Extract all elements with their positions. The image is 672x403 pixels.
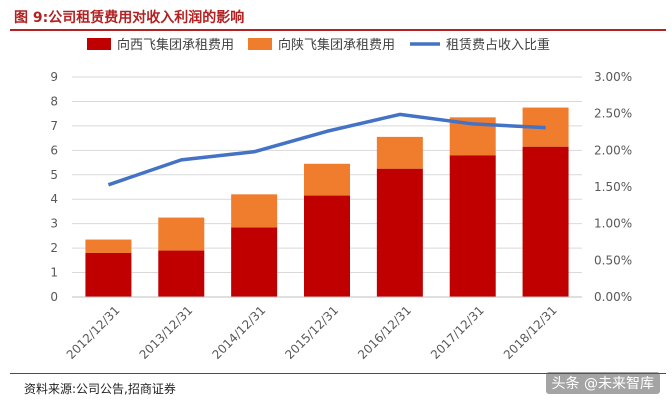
title-rule xyxy=(10,29,666,31)
bar-xifei xyxy=(304,195,350,297)
x-tick-label: 2016/12/31 xyxy=(355,303,414,362)
ratio-line xyxy=(107,112,546,187)
bar-shaanfei xyxy=(231,194,278,228)
legend-label: 向西飞集团承租费用 xyxy=(117,37,234,53)
x-tick-label: 2015/12/31 xyxy=(282,303,341,362)
bar-shaanfei xyxy=(376,136,423,169)
bar-xifei xyxy=(85,253,132,297)
bar-shaanfei xyxy=(158,217,205,251)
bar-xifei xyxy=(231,227,278,297)
y2-tick-label: 2.50% xyxy=(594,107,632,121)
legend-swatch xyxy=(248,38,272,50)
bar-shaanfei xyxy=(85,239,132,253)
y-tick-label: 9 xyxy=(50,70,58,84)
y-tick-label: 1 xyxy=(50,266,58,280)
y2-tick-label: 0.50% xyxy=(594,253,632,267)
bar-xifei xyxy=(158,250,205,297)
legend: 向西飞集团承租费用 向陕飞集团承租费用 租赁费占收入比重 xyxy=(87,37,550,53)
bar-xifei xyxy=(449,155,496,297)
y-tick-label: 6 xyxy=(50,143,58,157)
x-tick-label: 2014/12/31 xyxy=(209,303,268,362)
y-tick-label: 2 xyxy=(50,241,58,255)
bars xyxy=(85,107,569,297)
x-tick-label: 2017/12/31 xyxy=(428,303,487,362)
y2-tick-label: 2.00% xyxy=(594,143,632,157)
legend-swatch xyxy=(87,38,111,50)
footer-rule xyxy=(10,373,666,374)
watermark: 头条 @未来智库 xyxy=(545,372,660,394)
y-axis-right: 0.00% 0.50% 1.00% 1.50% 2.00% 2.50% 3.00% xyxy=(594,70,632,304)
x-tick-label: 2018/12/31 xyxy=(501,303,560,362)
x-axis: 2012/12/31 2013/12/31 2014/12/31 2015/12/31… xyxy=(64,296,582,362)
legend-label: 向陕飞集团承租费用 xyxy=(278,37,395,53)
y-tick-label: 0 xyxy=(50,290,58,304)
bar-shaanfei xyxy=(304,163,350,196)
y-tick-label: 5 xyxy=(50,168,58,182)
y2-tick-label: 1.00% xyxy=(594,217,632,231)
y2-tick-label: 1.50% xyxy=(594,180,632,194)
y-tick-label: 4 xyxy=(50,192,58,206)
y-axis-left: 0 1 2 3 4 5 6 7 8 9 xyxy=(50,70,58,304)
source-note: 资料来源:公司公告,招商证券 xyxy=(24,382,176,396)
x-tick-label: 2013/12/31 xyxy=(137,303,196,362)
y-tick-label: 7 xyxy=(50,119,58,133)
x-tick-label: 2012/12/31 xyxy=(64,303,123,362)
y2-tick-label: 3.00% xyxy=(594,70,632,84)
y-tick-label: 8 xyxy=(50,94,58,108)
bar-xifei xyxy=(376,168,423,297)
y-tick-label: 3 xyxy=(50,217,58,231)
legend-label: 租赁费占收入比重 xyxy=(446,37,550,53)
figure-title: 图 9:公司租赁费用对收入利润的影响 xyxy=(14,10,245,26)
bar-xifei xyxy=(522,146,569,297)
y2-tick-label: 0.00% xyxy=(594,290,632,304)
